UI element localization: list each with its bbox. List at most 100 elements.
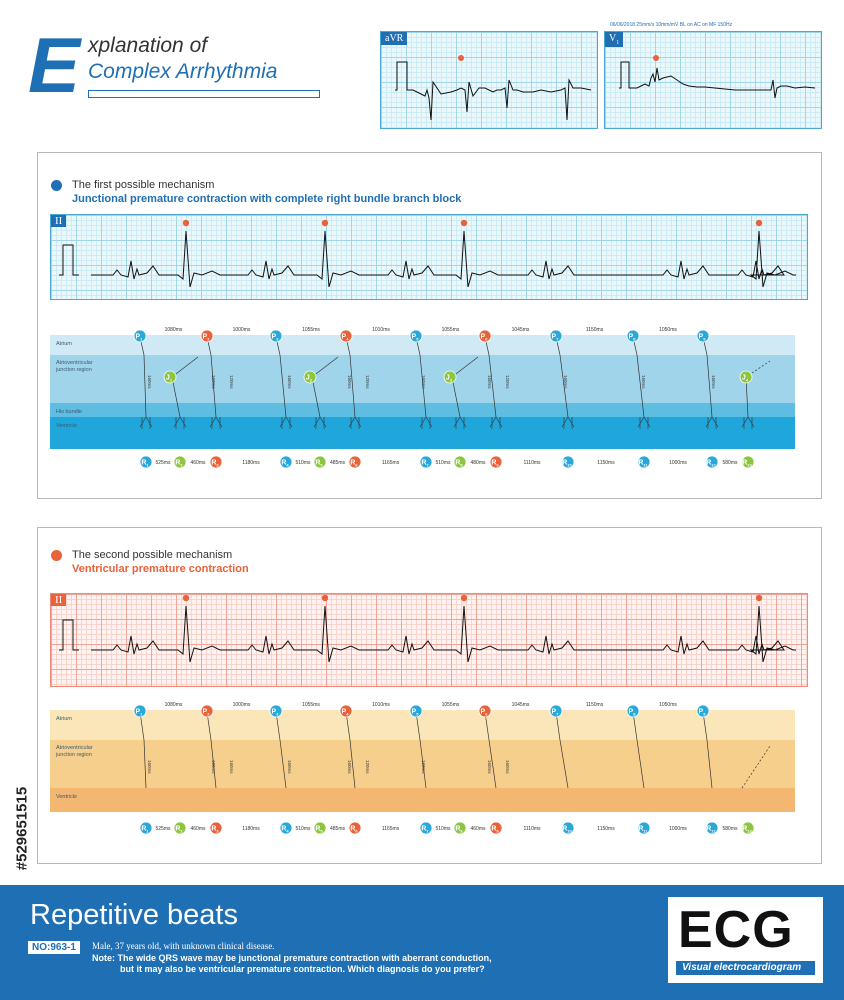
r-interval-label: 1150ms <box>597 460 615 466</box>
p-interval-label: 1010ms <box>372 327 390 333</box>
conduction-time-label: 160ms <box>211 375 216 389</box>
ecg-trace-avr <box>395 55 592 121</box>
av-conduction <box>210 739 217 789</box>
ventricle-fan <box>173 416 187 429</box>
label-badge-p1: P1 <box>133 329 147 343</box>
label-badge-r3: R3 <box>209 821 223 835</box>
ecg-trace-v1 <box>619 55 816 99</box>
marker-dot <box>653 55 659 61</box>
mechanism-2-bullet <box>51 550 62 561</box>
dashed-pathway <box>741 745 771 789</box>
svg-text:R11: R11 <box>638 460 648 468</box>
label-badge-r10: R10 <box>561 455 575 469</box>
av-conduction <box>210 354 217 418</box>
mechanism-2-intro: The second possible mechanism <box>72 549 233 561</box>
junction-conduction <box>451 376 461 418</box>
title-line-2: Complex Arrhythmia <box>88 60 278 83</box>
r-interval-label: 1110ms <box>523 460 541 466</box>
label-badge-r11: R11 <box>637 821 651 835</box>
ecg-logo-subtitle: Visual electrocardiogram <box>682 962 802 973</box>
label-badge-p2: P2 <box>200 704 214 718</box>
conduction-time-label: 120ms <box>505 375 510 389</box>
conduction-time-label: 160ms <box>287 375 292 389</box>
svg-text:R7: R7 <box>421 460 429 468</box>
junction-conduction <box>311 376 321 418</box>
ecg-meta-text: 06/06/2018 25mm/s 10mm/mV BL on AC on MF… <box>610 22 733 28</box>
svg-text:R6: R6 <box>350 460 358 468</box>
mechanism-1-panel: The first possible mechanism Junctional … <box>37 152 822 499</box>
label-badge-r13: R13 <box>741 821 755 835</box>
conduction-time-label: 120ms <box>365 760 370 774</box>
ecg-trace-lead-ii-2 <box>59 594 796 663</box>
r-interval-label: 460ms <box>190 826 206 832</box>
lead-label-avr: aVR <box>381 32 408 45</box>
ventricle-fan <box>419 416 433 429</box>
label-badge-p4: P4 <box>339 329 353 343</box>
ladder-row-0 <box>50 710 795 740</box>
case-number-badge: NO:963-1 <box>28 941 80 954</box>
p-interval-label: 1000ms <box>233 327 251 333</box>
label-badge-p3: P3 <box>269 704 283 718</box>
svg-text:R1: R1 <box>141 460 149 468</box>
ladder-row-3 <box>50 417 795 449</box>
label-badge-r8: R8 <box>453 821 467 835</box>
p-interval-label: 1010ms <box>372 702 390 708</box>
svg-text:R7: R7 <box>421 826 429 834</box>
p-interval-label: 1055ms <box>302 702 320 708</box>
ventricle-fan <box>139 416 153 429</box>
svg-text:R4: R4 <box>281 826 289 834</box>
title-big-letter: E <box>28 21 81 109</box>
label-badge-r7: R7 <box>419 821 433 835</box>
svg-text:P1: P1 <box>136 709 144 717</box>
mechanism-2-panel: The second possible mechanism Ventricula… <box>37 527 822 864</box>
label-badge-r2: R2 <box>173 821 187 835</box>
label-badge-p3: P3 <box>269 329 283 343</box>
p-interval-label: 1150ms <box>586 327 604 333</box>
note-label: Note: <box>92 953 115 963</box>
ventricle-fan <box>453 416 467 429</box>
svg-text:P2: P2 <box>203 334 211 342</box>
footer-title: Repetitive beats <box>30 899 238 931</box>
label-badge-r6: R6 <box>348 821 362 835</box>
svg-text:R9: R9 <box>491 826 499 834</box>
svg-text:P5: P5 <box>412 709 420 717</box>
svg-text:R1: R1 <box>141 826 149 834</box>
svg-text:R10: R10 <box>562 460 572 468</box>
ecg-waveform <box>91 605 796 663</box>
ladder-row-1 <box>50 740 795 788</box>
r-interval-label: 525ms <box>155 460 171 466</box>
svg-text:R8: R8 <box>455 460 463 468</box>
conduction-time-label: 160ms <box>505 760 510 774</box>
label-badge-r9: R9 <box>489 455 503 469</box>
label-badge-p7: P7 <box>549 704 563 718</box>
svg-text:P9: P9 <box>699 709 707 717</box>
label-badge-r6: R6 <box>348 455 362 469</box>
label-badge-p9: P9 <box>696 329 710 343</box>
stock-id-watermark: #529651515 <box>13 786 31 871</box>
label-badge-p1: P1 <box>133 704 147 718</box>
av-conduction <box>636 354 645 418</box>
label-badge-j1: J1 <box>163 370 177 384</box>
p-interval-label: 1080ms <box>165 327 183 333</box>
svg-text:R3: R3 <box>211 460 219 468</box>
conduction-time-label: 120ms <box>229 375 234 389</box>
r-interval-label: 1165ms <box>382 460 400 466</box>
pvc-marker-dot <box>321 594 329 602</box>
label-badge-r10: R10 <box>561 821 575 835</box>
label-badge-j3: J3 <box>443 370 457 384</box>
svg-text:R2: R2 <box>175 460 183 468</box>
note-block: Note: The wide QRS wave may be junctiona… <box>92 953 492 975</box>
label-badge-j4: J4 <box>739 370 753 384</box>
conduction-time-label: 120ms <box>365 375 370 389</box>
svg-text:R5: R5 <box>315 460 323 468</box>
conduction-time-label: 160ms <box>147 760 152 774</box>
label-badge-r5: R5 <box>313 821 327 835</box>
p-interval-label: 1050ms <box>659 327 677 333</box>
p-interval-label: 1080ms <box>165 702 183 708</box>
av-conduction <box>559 739 569 789</box>
r-interval-label: 525ms <box>155 826 171 832</box>
lead-v1-sub: 1 <box>616 40 620 46</box>
pvc-marker-dot <box>755 219 763 227</box>
junction-retro <box>171 356 199 378</box>
